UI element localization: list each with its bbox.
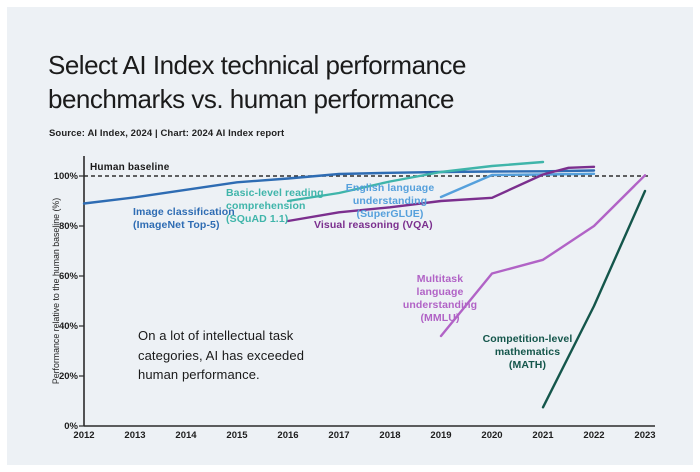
series-label-math: Competition-level mathematics (MATH) <box>482 333 573 372</box>
series-line-vqa <box>286 165 596 223</box>
series-label-superglue: English language understanding (SuperGLU… <box>345 182 435 221</box>
series-line-math <box>541 189 647 409</box>
y-tick-label-60: 60% <box>58 270 78 282</box>
x-tick-label-2012: 2012 <box>73 430 95 441</box>
series-label-vqa: Visual reasoning (VQA) <box>314 219 433 231</box>
x-tick-label-2015: 2015 <box>226 430 248 441</box>
series-lines-group <box>82 160 647 409</box>
y-tick-label-100: 100% <box>53 170 78 182</box>
x-tick-label-2023: 2023 <box>634 430 656 441</box>
series-line-image-classification <box>82 169 596 205</box>
x-tick-label-2014: 2014 <box>175 430 197 441</box>
series-label-mmlu: Multitask language understanding (MMLU) <box>402 273 478 325</box>
series-line-mmlu <box>439 174 647 338</box>
x-tick-label-2018: 2018 <box>379 430 401 441</box>
page-title: Select AI Index technical performance be… <box>48 50 466 115</box>
series-label-image-classification: Image classification (ImageNet Top-5) <box>133 206 235 232</box>
series-line-squad <box>286 160 545 203</box>
x-tick-label-2019: 2019 <box>430 430 452 441</box>
y-tick-label-40: 40% <box>58 320 78 332</box>
y-tick-label-20: 20% <box>58 370 78 382</box>
x-tick-label-2016: 2016 <box>277 430 299 441</box>
chart-annotation: On a lot of intellectual task categories… <box>138 328 305 382</box>
y-axis-tick-marks <box>79 175 84 427</box>
x-tick-label-2013: 2013 <box>124 430 146 441</box>
x-tick-label-2022: 2022 <box>583 430 605 441</box>
x-tick-label-2017: 2017 <box>328 430 350 441</box>
x-tick-label-2020: 2020 <box>481 430 503 441</box>
series-label-squad: Basic-level reading comprehension (SQuAD… <box>226 187 324 226</box>
human-baseline-label: Human baseline <box>90 162 170 173</box>
series-line-superglue <box>439 172 596 199</box>
y-tick-label-0: 0% <box>64 420 78 432</box>
x-tick-label-2021: 2021 <box>532 430 554 441</box>
y-tick-label-80: 80% <box>58 220 78 232</box>
source-attribution: Source: AI Index, 2024 | Chart: 2024 AI … <box>49 128 285 139</box>
